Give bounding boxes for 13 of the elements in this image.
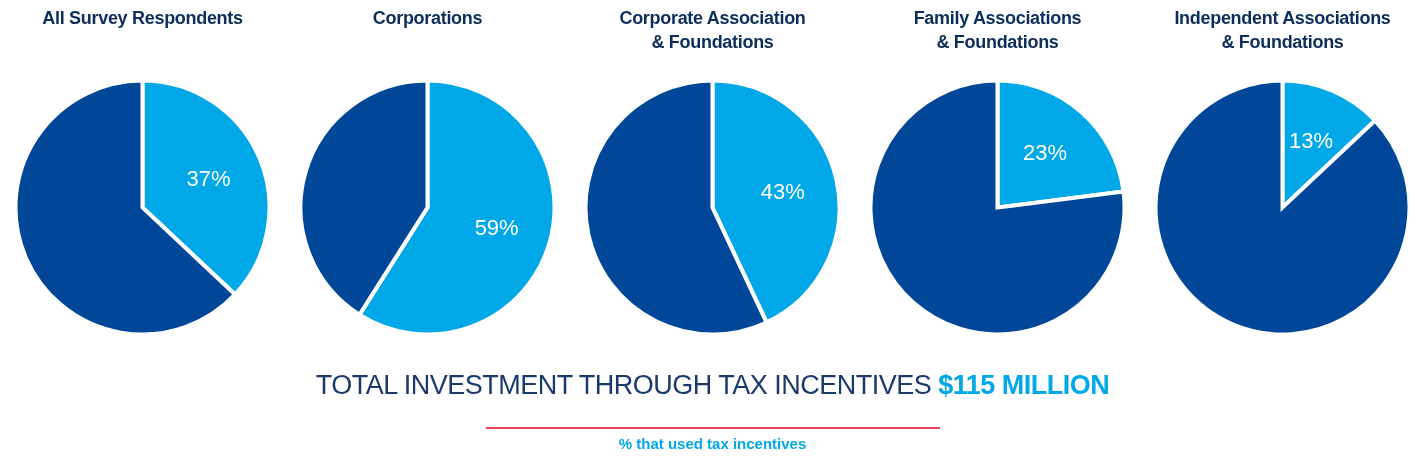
text: % that used tax incentives: [617, 435, 808, 452]
chart-title: Corporations: [371, 7, 484, 30]
data-label: 59%: [474, 214, 519, 240]
chart-title: Independent Associations & Foundations: [1173, 7, 1392, 54]
chart-title: Corporate Association & Foundations: [618, 7, 807, 54]
data-label: 43%: [760, 178, 805, 204]
text: TOTAL INVESTMENT THROUGH TAX INCENTIVES: [315, 370, 932, 400]
data-label: 13%: [1289, 128, 1334, 154]
data-label: 37%: [186, 165, 231, 191]
text: $115 MILLION: [938, 370, 1110, 400]
chart-title: All Survey Respondents: [41, 7, 244, 30]
chart-title: Family Associations & Foundations: [912, 7, 1083, 54]
data-label: 23%: [1023, 140, 1068, 166]
